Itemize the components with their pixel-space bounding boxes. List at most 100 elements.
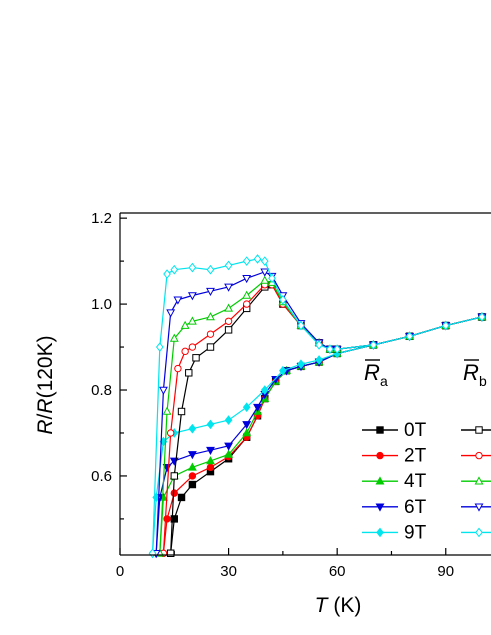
marker (174, 364, 182, 373)
marker (315, 340, 323, 350)
marker (169, 333, 179, 342)
marker (188, 262, 197, 273)
marker (224, 442, 234, 451)
marker (224, 415, 233, 425)
marker (206, 463, 215, 472)
x-axis-label: T (K) (315, 594, 362, 617)
marker (475, 451, 483, 460)
marker (376, 426, 384, 434)
marker (260, 385, 269, 395)
marker (158, 386, 168, 395)
marker (260, 275, 270, 284)
marker (162, 406, 172, 415)
series (148, 254, 486, 559)
y-label-part: R (34, 398, 57, 413)
legend-group-subscript: a (380, 373, 388, 389)
legend-label: 4T (404, 471, 427, 492)
marker (297, 320, 305, 331)
marker (224, 303, 234, 312)
marker (206, 264, 215, 275)
marker (475, 426, 483, 434)
y-label-part: / (34, 413, 57, 419)
marker (224, 326, 233, 334)
marker (224, 260, 233, 271)
marker (206, 446, 215, 456)
marker (187, 316, 197, 325)
marker (177, 407, 186, 416)
marker (188, 423, 197, 434)
marker (192, 354, 200, 362)
marker (375, 503, 385, 512)
x-tick-label: 90 (437, 563, 454, 580)
marker (187, 462, 197, 471)
marker (315, 355, 323, 365)
marker (170, 472, 178, 480)
marker (206, 330, 215, 338)
marker (242, 300, 251, 308)
marker (279, 294, 287, 305)
marker (206, 419, 215, 430)
y-label-part: (120K) (34, 335, 57, 398)
marker (224, 283, 234, 292)
marker (206, 287, 215, 297)
marker (326, 344, 334, 354)
marker (376, 527, 384, 538)
x-label-part: T (315, 594, 330, 617)
marker (333, 344, 342, 354)
marker (163, 269, 171, 279)
marker (375, 476, 385, 485)
marker (188, 472, 197, 480)
y-tick-label: 1.0 (91, 296, 112, 313)
marker (405, 331, 414, 342)
x-tick-label: 0 (116, 563, 124, 580)
marker (268, 273, 276, 284)
marker (206, 343, 215, 351)
marker (260, 268, 270, 277)
marker (181, 347, 189, 356)
marker (224, 317, 233, 325)
marker (474, 476, 484, 485)
marker (170, 489, 178, 497)
marker (376, 451, 384, 460)
legend-group-symbol: R (364, 360, 380, 385)
marker (369, 340, 378, 350)
marker (188, 480, 197, 489)
marker (170, 515, 178, 523)
legend-label: 0T (404, 420, 427, 441)
marker (166, 429, 175, 437)
marker (224, 449, 234, 458)
marker (474, 503, 484, 512)
y-tick-label: 0.8 (91, 382, 112, 399)
marker (155, 342, 164, 352)
plot-area (148, 254, 487, 559)
legend-label: 2T (404, 446, 427, 467)
marker (242, 256, 251, 266)
marker (279, 365, 287, 376)
marker (242, 421, 252, 430)
marker (206, 312, 215, 321)
y-axis-label: R/R(120K) (34, 335, 57, 434)
marker (253, 254, 262, 264)
marker (253, 403, 262, 413)
marker (177, 493, 186, 502)
marker (242, 402, 251, 413)
y-tick-label: 0.6 (91, 468, 112, 485)
marker (173, 296, 183, 305)
legend-group-symbol: R (463, 360, 479, 385)
y-tick-label: 1.2 (91, 210, 112, 227)
marker (297, 359, 305, 370)
marker (187, 451, 197, 460)
marker (242, 428, 252, 437)
marker (475, 527, 483, 538)
x-tick-label: 60 (329, 563, 346, 580)
marker (185, 369, 193, 377)
marker (242, 275, 252, 284)
marker (188, 343, 197, 351)
legend-label: 6T (404, 497, 427, 518)
marker (478, 312, 486, 322)
marker (166, 309, 176, 318)
marker (187, 292, 197, 301)
marker (441, 320, 450, 331)
